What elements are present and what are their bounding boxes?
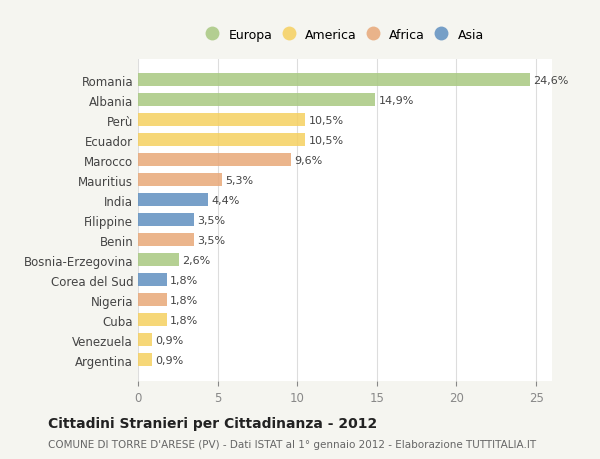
- Bar: [138, 274, 167, 286]
- Text: 1,8%: 1,8%: [170, 275, 198, 285]
- Bar: [138, 154, 291, 167]
- Legend: Europa, America, Africa, Asia: Europa, America, Africa, Asia: [201, 24, 489, 47]
- Text: COMUNE DI TORRE D'ARESE (PV) - Dati ISTAT al 1° gennaio 2012 - Elaborazione TUTT: COMUNE DI TORRE D'ARESE (PV) - Dati ISTA…: [48, 440, 536, 449]
- Bar: [138, 214, 194, 227]
- Bar: [138, 74, 530, 87]
- Text: 0,9%: 0,9%: [155, 355, 184, 365]
- Text: 4,4%: 4,4%: [211, 196, 239, 205]
- Text: 10,5%: 10,5%: [308, 116, 344, 126]
- Text: 1,8%: 1,8%: [170, 315, 198, 325]
- Text: 0,9%: 0,9%: [155, 335, 184, 345]
- Bar: [138, 134, 305, 147]
- Bar: [138, 94, 375, 107]
- Bar: [138, 353, 152, 366]
- Text: 2,6%: 2,6%: [182, 255, 211, 265]
- Text: 3,5%: 3,5%: [197, 235, 225, 245]
- Text: 1,8%: 1,8%: [170, 295, 198, 305]
- Text: 9,6%: 9,6%: [294, 156, 322, 166]
- Bar: [138, 313, 167, 326]
- Bar: [138, 334, 152, 347]
- Text: 24,6%: 24,6%: [533, 76, 568, 86]
- Bar: [138, 174, 223, 187]
- Bar: [138, 194, 208, 207]
- Bar: [138, 234, 194, 247]
- Text: 3,5%: 3,5%: [197, 215, 225, 225]
- Text: 5,3%: 5,3%: [226, 175, 254, 185]
- Bar: [138, 254, 179, 267]
- Bar: [138, 114, 305, 127]
- Text: 10,5%: 10,5%: [308, 135, 344, 146]
- Text: 14,9%: 14,9%: [379, 96, 414, 106]
- Bar: [138, 294, 167, 307]
- Text: Cittadini Stranieri per Cittadinanza - 2012: Cittadini Stranieri per Cittadinanza - 2…: [48, 416, 377, 430]
